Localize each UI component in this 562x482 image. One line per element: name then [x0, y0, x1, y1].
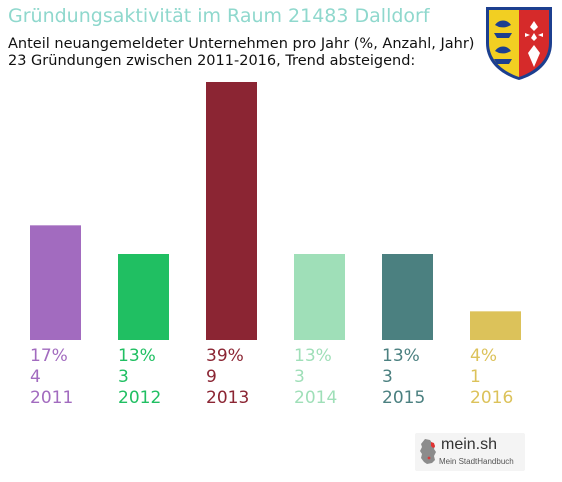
logo-name: mein.sh — [441, 436, 498, 453]
bar-label-count-2014: 3 — [294, 367, 305, 387]
germany-map-icon — [420, 439, 436, 464]
chart-subtitle-line-1: Anteil neuangemeldeter Unternehmen pro J… — [8, 36, 475, 52]
chart-subtitle-line-2: 23 Gründungen zwischen 2011-2016, Trend … — [8, 53, 416, 69]
bar-2013 — [206, 82, 257, 340]
bar-2014 — [294, 254, 345, 340]
bar-label-year-2013: 2013 — [206, 388, 250, 408]
bar-label-percent-2011: 17% — [30, 346, 68, 366]
bar-label-year-2015: 2015 — [382, 388, 426, 408]
bar-label-year-2016: 2016 — [470, 388, 514, 408]
bar-label-percent-2015: 13% — [382, 346, 420, 366]
bar-label-year-2014: 2014 — [294, 388, 338, 408]
bar-label-percent-2014: 13% — [294, 346, 332, 366]
bar-2012 — [118, 254, 169, 340]
bar-2015 — [382, 254, 433, 340]
bar-2016 — [470, 311, 521, 340]
bar-label-percent-2012: 13% — [118, 346, 156, 366]
bar-label-percent-2013: 39% — [206, 346, 244, 366]
bar-label-year-2011: 2011 — [30, 388, 74, 408]
bar-label-percent-2016: 4% — [470, 346, 497, 366]
bar-label-count-2012: 3 — [118, 367, 129, 387]
bar-label-count-2011: 4 — [30, 367, 41, 387]
bar-2011 — [30, 225, 81, 340]
logo-tagline: Mein StadtHandbuch — [439, 457, 514, 466]
chart-title: Gründungsaktivität im Raum 21483 Dalldor… — [8, 5, 430, 27]
bar-label-count-2015: 3 — [382, 367, 393, 387]
mein-sh-logo: mein.sh Mein StadtHandbuch — [415, 433, 525, 471]
schleswig-holstein-coat-of-arms-icon — [486, 7, 552, 80]
bar-label-count-2016: 1 — [470, 367, 481, 387]
bar-label-year-2012: 2012 — [118, 388, 162, 408]
bar-label-count-2013: 9 — [206, 367, 217, 387]
